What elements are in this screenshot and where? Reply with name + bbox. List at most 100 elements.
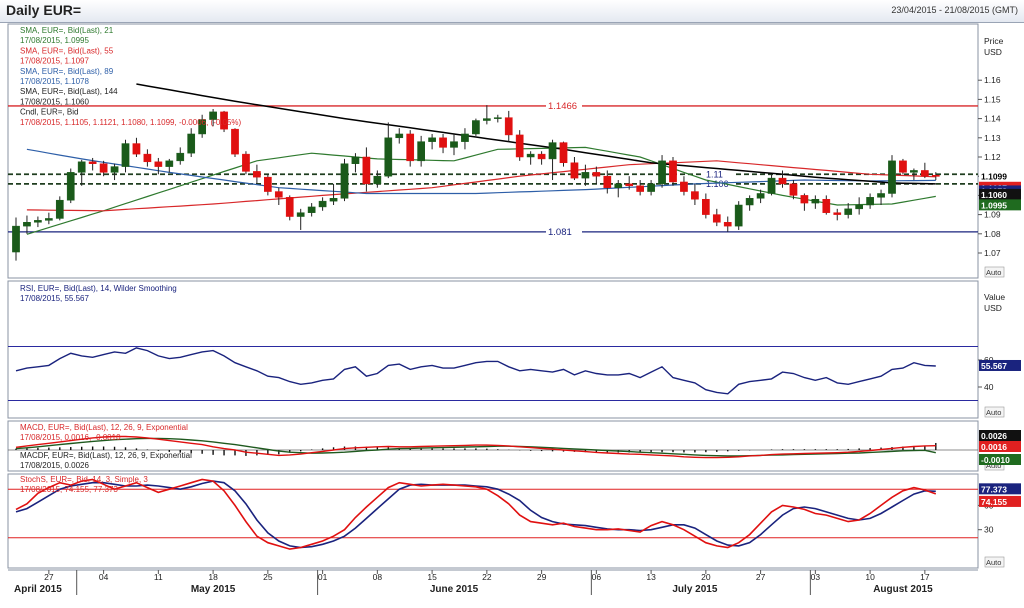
candle-body: [285, 197, 294, 217]
candle-body: [592, 172, 601, 177]
candle-body: [866, 197, 874, 206]
x-axis-area: [0, 569, 1024, 608]
candle-body: [187, 133, 196, 154]
price-tick-label: 1.14: [984, 114, 1001, 124]
stoch-legend-name: StochS, EUR=, Bid, 14, 3, Simple, 3: [20, 475, 148, 484]
x-month-label: May 2015: [191, 584, 236, 595]
sma-legend-value: 17/08/2015, 1.1097: [20, 57, 90, 66]
candle-body: [242, 153, 250, 172]
badge-stoch-d-bg: [979, 495, 1021, 507]
x-day-label: 20: [701, 572, 711, 582]
level-label-bg: [546, 99, 582, 111]
candle-body: [329, 198, 338, 202]
candle-body: [253, 171, 261, 178]
macd-legend-name: MACD, EUR=, Bid(Last), 12, 26, 9, Expone…: [20, 423, 188, 432]
candle-body: [121, 143, 130, 167]
candle-body: [712, 214, 721, 223]
sma-line: [136, 83, 936, 185]
x-day-label: 27: [44, 572, 54, 582]
candle-body: [526, 153, 535, 158]
x-day-label: 18: [208, 572, 218, 582]
sma-legend-name: SMA, EUR=, Bid(Last), 55: [20, 46, 114, 55]
candle-body: [55, 199, 64, 219]
chart-title: Daily EUR=: [6, 2, 82, 18]
dashed-level-label: 1.106: [706, 179, 729, 189]
level-label: 1.081: [548, 227, 572, 238]
candle-body: [99, 163, 108, 173]
candle-body: [307, 206, 316, 213]
x-month-label: April 2015: [14, 584, 62, 595]
candle-body: [833, 212, 842, 215]
price-tick-label: 1.16: [984, 75, 1001, 85]
candle-body: [493, 117, 502, 119]
candle-body: [428, 137, 436, 142]
x-day-label: 29: [537, 572, 547, 582]
candle-legend-values: 17/08/2015, 1.1105, 1.1121, 1.1080, 1.10…: [20, 118, 242, 127]
title-bar: Daily EUR= 23/04/2015 - 21/08/2015 (GMT): [0, 0, 1024, 23]
rsi-panel-auto-label: Auto: [986, 408, 1001, 417]
price-tick-label: 1.15: [984, 94, 1001, 104]
dashed-level-label-bg: [704, 168, 734, 180]
candle-body: [669, 160, 677, 183]
candle-body: [537, 153, 546, 160]
candle-body: [515, 134, 524, 158]
level-label: 1.1466: [548, 101, 577, 112]
candle-body: [877, 193, 885, 198]
candle-body: [702, 198, 710, 215]
macd-signal-line: [15, 437, 936, 457]
candle-body: [483, 118, 491, 121]
candle-body: [417, 141, 425, 162]
candle-body: [395, 133, 404, 139]
level-label-bg: [546, 225, 582, 237]
x-month-label: August 2015: [873, 584, 933, 595]
candle-body: [351, 156, 360, 164]
candle-body: [570, 162, 579, 179]
sma-line: [26, 160, 936, 212]
x-month-label: July 2015: [672, 584, 717, 595]
macdf-legend-name: MACDF, EUR=, Bid(Last), 12, 26, 9, Expon…: [20, 451, 192, 460]
candle-body: [636, 185, 644, 192]
candle-body: [767, 177, 776, 194]
stoch-panel-auto-bg: [984, 556, 1005, 568]
candle-body: [822, 198, 831, 213]
badge-macd: 0.0026: [981, 431, 1007, 441]
candle-body: [34, 220, 42, 223]
macd-legend-value: 17/08/2015, 0.0016, -0.0010: [20, 433, 121, 442]
x-day-label: 15: [427, 572, 437, 582]
rsi-panel: [7, 280, 979, 419]
candle-body: [504, 117, 513, 136]
candle-body: [603, 175, 612, 188]
candle-body: [450, 141, 458, 148]
badge-sma21: 1.0995: [981, 200, 1007, 210]
candle-body: [143, 153, 152, 163]
badge-rsi-bg: [979, 359, 1021, 371]
x-day-label: 10: [865, 572, 875, 582]
sma-legend-name: SMA, EUR=, Bid(Last), 21: [20, 26, 114, 35]
candle-body: [362, 156, 371, 185]
candle-body: [778, 177, 787, 185]
x-day-label: 25: [263, 572, 273, 582]
candle-body: [274, 191, 283, 198]
stoch-panel-auto-label: Auto: [986, 558, 1001, 567]
candle-body: [888, 160, 896, 194]
macd-panel-auto-label: Auto: [986, 461, 1001, 470]
x-day-label: 27: [756, 572, 766, 582]
rsi-axis-title: Value: [984, 292, 1005, 302]
candle-body: [581, 172, 590, 179]
candle-body: [658, 160, 666, 185]
candle-body: [800, 195, 809, 204]
price-tick-label: 1.07: [984, 248, 1001, 258]
badge-sma144: 1.1060: [981, 190, 1007, 200]
candle-body: [198, 119, 207, 135]
candle-body: [921, 170, 929, 177]
candle-body: [154, 161, 163, 167]
candle-body: [647, 183, 655, 192]
candle-body: [264, 176, 272, 192]
badge-macd-bg: [979, 430, 1021, 441]
candle-body: [745, 198, 754, 206]
x-day-label: 22: [482, 572, 492, 582]
rsi-axis-unit: USD: [984, 303, 1002, 313]
x-day-label: 11: [154, 572, 163, 582]
